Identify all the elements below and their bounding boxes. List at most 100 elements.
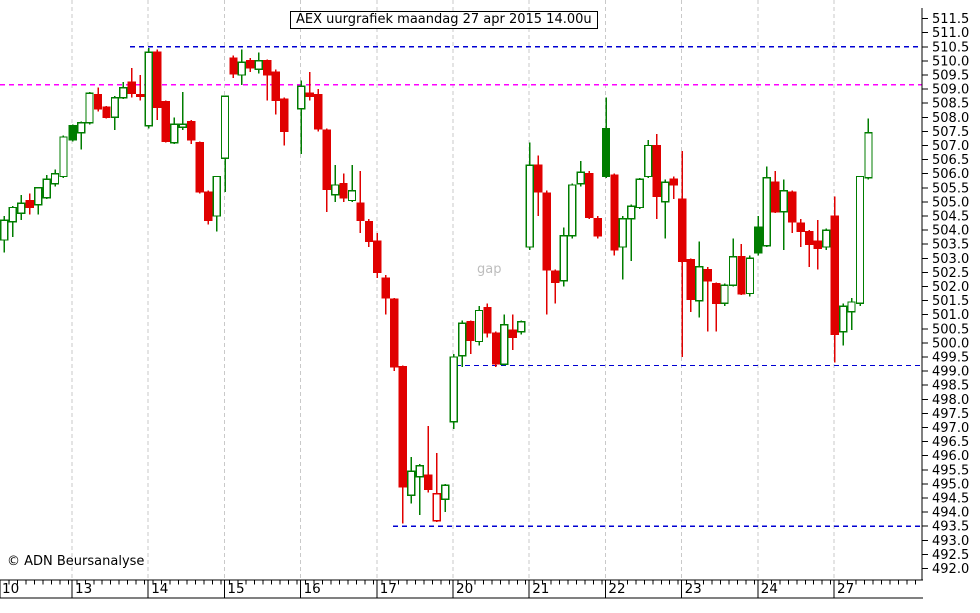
candle-13-4	[93, 87, 103, 112]
candle-24-4	[779, 179, 789, 250]
candle-body	[449, 356, 458, 423]
candle-body	[432, 493, 441, 522]
candle-body	[711, 282, 721, 305]
y-axis-label: 498.0	[932, 393, 969, 408]
candle-body	[762, 177, 772, 247]
y-axis-label: 497.5	[932, 407, 969, 422]
y-axis-label: 498.5	[932, 379, 969, 394]
y-axis-label: 494.5	[932, 492, 969, 507]
candle-15-2	[229, 55, 238, 78]
candle-body	[635, 178, 645, 209]
y-axis-label: 501.0	[932, 308, 969, 323]
candle-body	[424, 474, 433, 491]
candle-body	[0, 219, 9, 241]
candle-body	[551, 270, 560, 283]
candle-16-1	[297, 80, 306, 154]
candle-body	[855, 175, 865, 305]
x-axis-label: 14	[151, 581, 168, 597]
candle-body	[203, 191, 213, 221]
candle-body	[491, 332, 501, 365]
candle-body	[136, 94, 145, 97]
candle-body	[330, 184, 340, 196]
candle-body	[254, 60, 264, 71]
candle-22-4	[627, 204, 636, 262]
candle-15-6	[263, 59, 272, 101]
y-axis-label: 495.0	[932, 477, 969, 492]
gap-annotation: gap	[477, 262, 502, 277]
y-axis-label: 493.0	[932, 534, 969, 549]
candle-13-8	[127, 67, 137, 98]
candle-body	[813, 240, 822, 250]
candle-body	[59, 136, 68, 178]
y-axis-label: 496.5	[932, 435, 969, 450]
y-axis-label: 502.5	[932, 266, 969, 281]
candle-body	[144, 51, 154, 127]
candle-body	[127, 81, 137, 95]
candle-21-7	[576, 161, 585, 187]
candle-body	[297, 85, 306, 110]
candle-body	[178, 123, 187, 128]
candle-body	[627, 205, 636, 220]
candle-27-5	[864, 118, 873, 180]
candle-body	[229, 57, 238, 75]
candle-body	[864, 132, 873, 179]
candle-body	[93, 94, 103, 110]
candle-body	[686, 259, 695, 300]
y-axis-label: 502.0	[932, 280, 969, 295]
candle-16-9	[364, 218, 374, 248]
candle-20-2	[457, 320, 467, 367]
candle-20-7	[500, 314, 509, 366]
candle-body	[407, 470, 416, 496]
x-axis-label: 20	[456, 581, 473, 597]
candle-17-2	[381, 275, 391, 315]
candle-body	[271, 71, 281, 102]
candle-24-3	[771, 170, 780, 214]
candle-21-4	[551, 269, 560, 304]
candle-body	[593, 218, 602, 237]
candle-body	[68, 125, 77, 141]
candle-16-4	[322, 128, 331, 212]
candle-22-5	[635, 177, 645, 209]
candle-body	[440, 484, 450, 501]
y-axis-label: 503.0	[932, 252, 969, 267]
candle-body	[534, 164, 543, 193]
candle-body	[652, 144, 662, 197]
candle-23-1	[678, 151, 687, 357]
candle-body	[517, 321, 526, 333]
candle-body	[220, 95, 230, 159]
x-axis-label: 21	[532, 581, 549, 597]
candles-layer	[0, 48, 873, 524]
candle-27-3	[847, 297, 856, 331]
candle-body	[85, 92, 94, 124]
candle-body	[669, 178, 678, 186]
x-axis-label: 22	[608, 581, 625, 597]
candle-body	[381, 277, 391, 299]
candle-17-5	[407, 457, 416, 504]
candle-22-9	[669, 176, 678, 200]
candle-17-1	[373, 232, 382, 279]
candle-body	[212, 175, 221, 217]
candle-24-5	[788, 190, 797, 233]
candle-body	[644, 144, 653, 178]
y-axis-label: 507.0	[932, 139, 969, 154]
candle-21-9	[593, 216, 602, 239]
x-axis-label: 24	[761, 581, 778, 597]
x-axis-label: 13	[75, 581, 92, 597]
candle-body	[186, 120, 196, 141]
candle-body	[305, 92, 314, 97]
candle-body	[508, 329, 518, 338]
candle-body	[390, 298, 399, 368]
x-axis-label: 10	[2, 581, 19, 597]
candle-22-8	[661, 179, 670, 239]
candle-body	[466, 321, 475, 341]
candle-body	[779, 189, 789, 213]
y-axis-label: 495.5	[932, 463, 969, 478]
candle-body	[618, 218, 628, 248]
y-axis-label: 509.0	[932, 83, 969, 98]
candle-body	[246, 60, 255, 69]
y-axis-label: 505.5	[932, 181, 969, 196]
candle-body	[838, 305, 848, 333]
candle-body	[542, 192, 551, 271]
